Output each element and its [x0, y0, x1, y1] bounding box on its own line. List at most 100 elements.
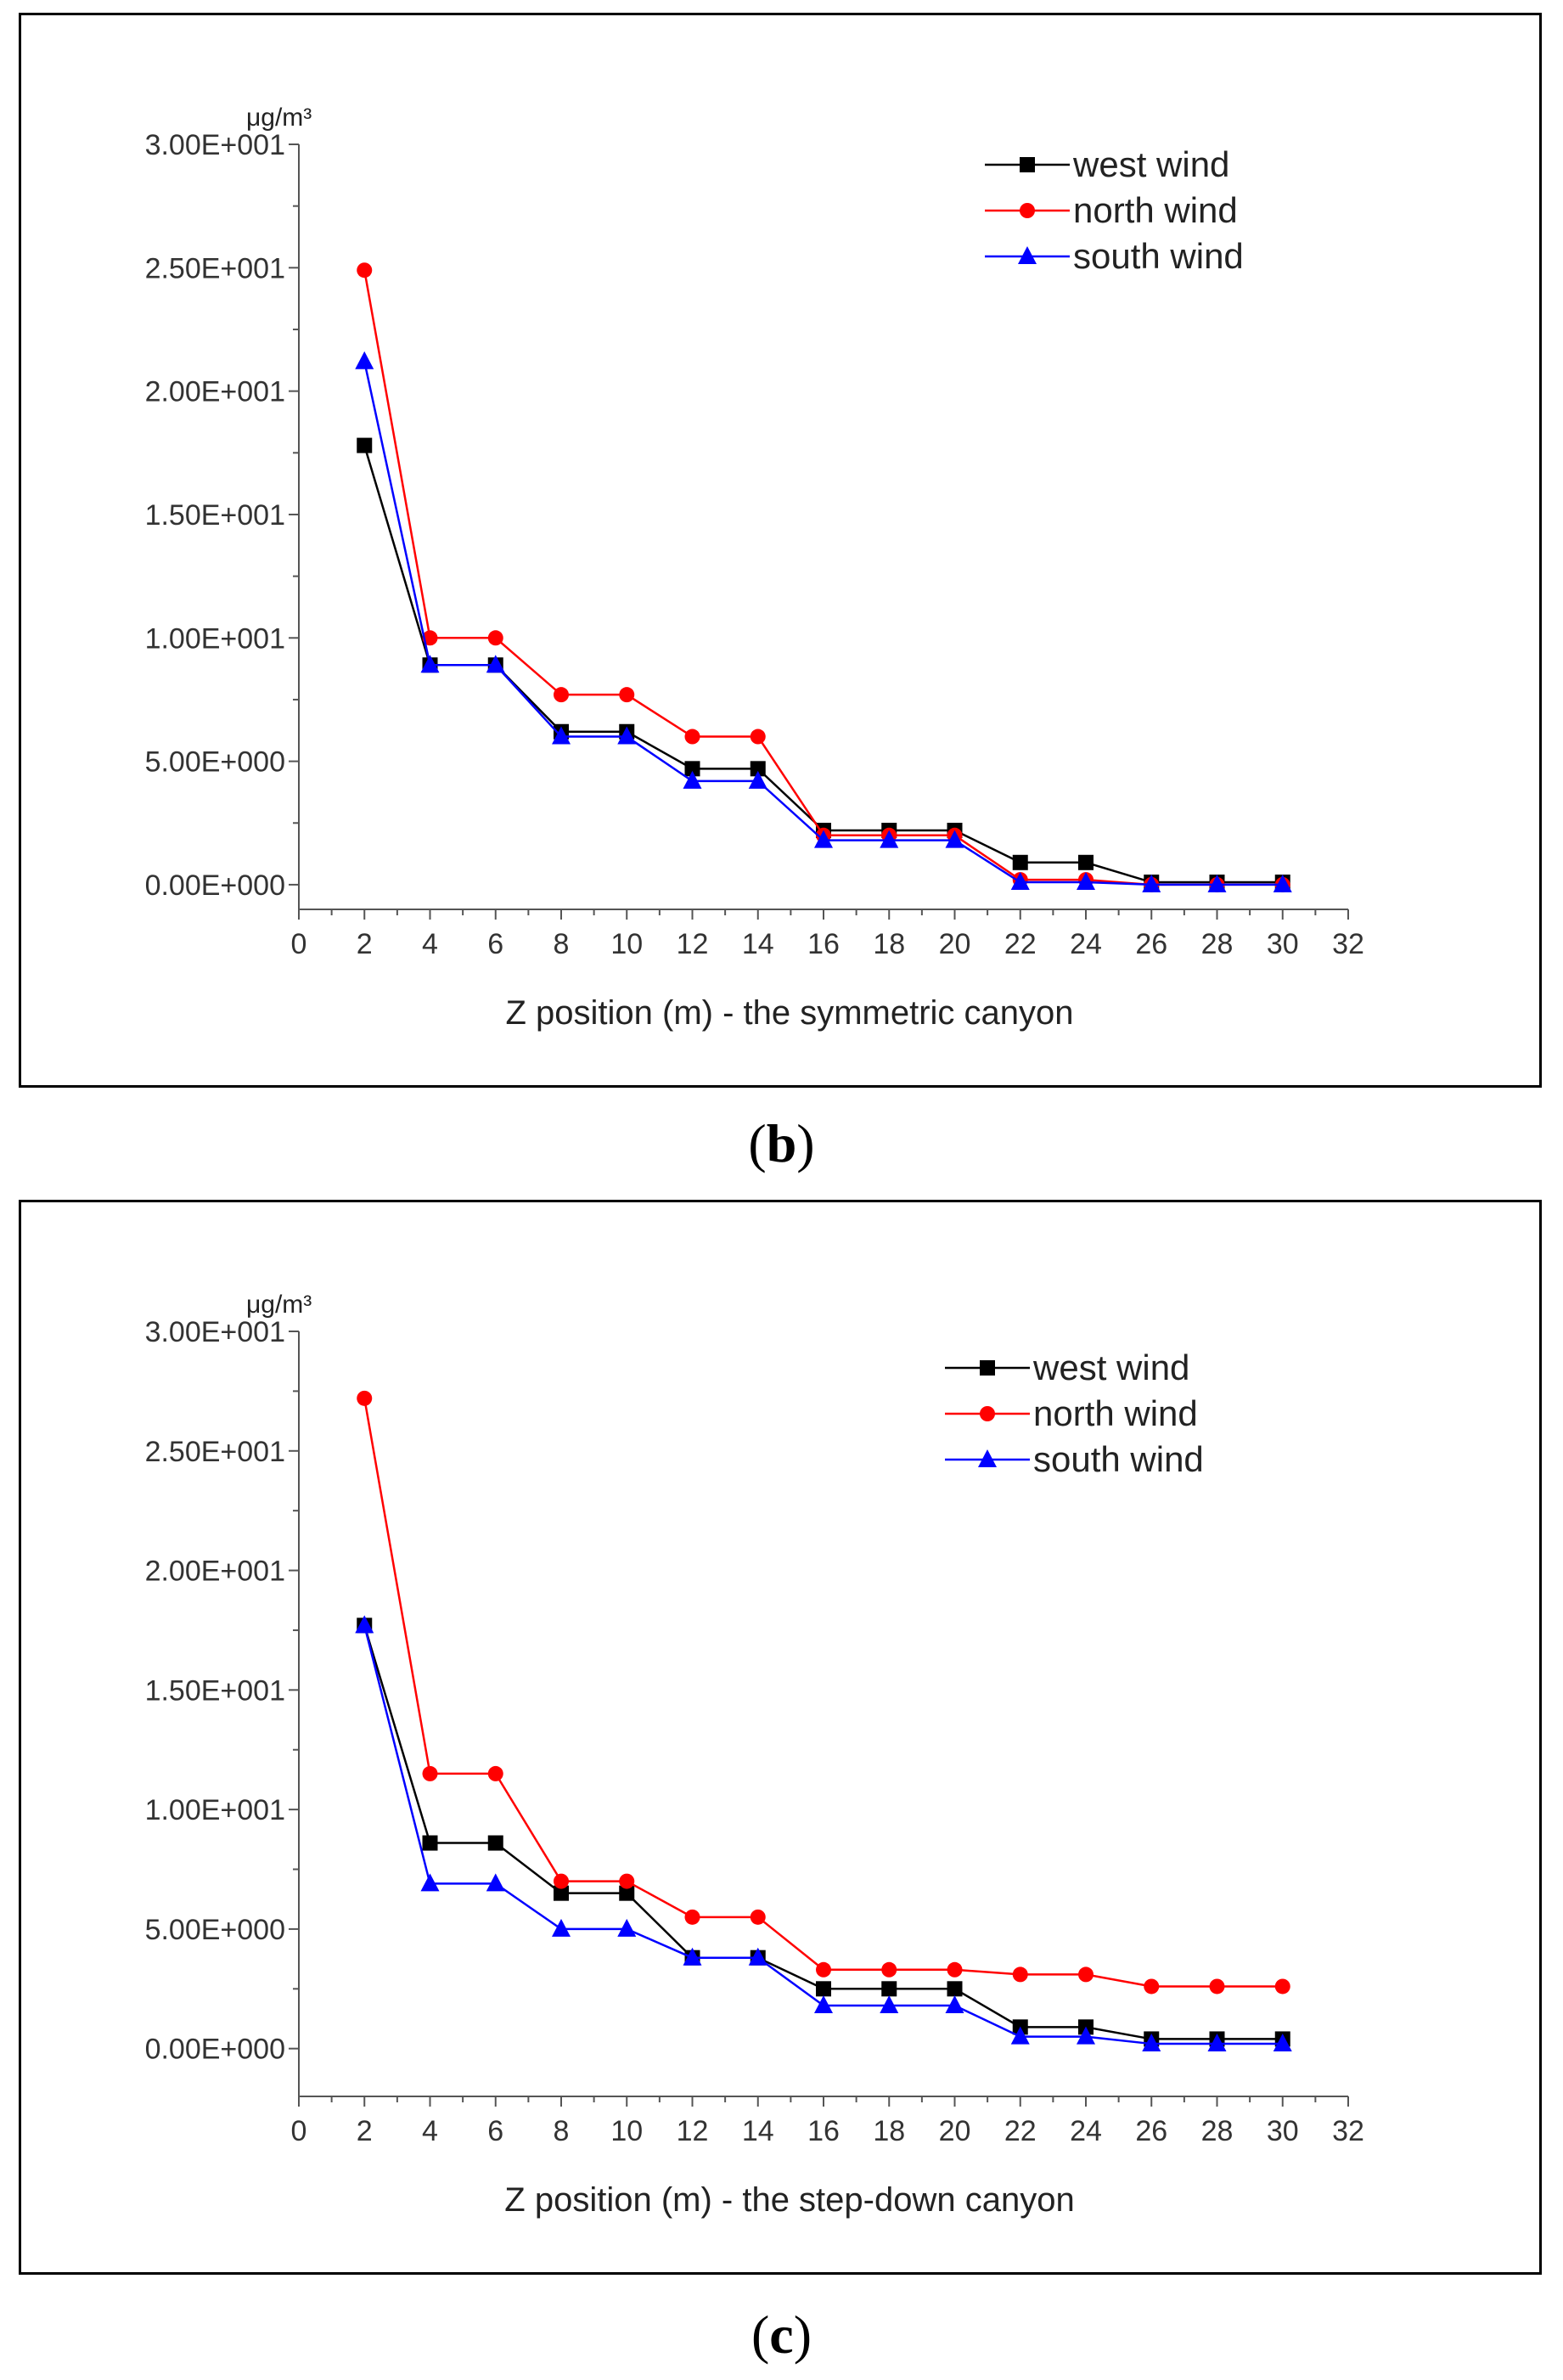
- chart-c-series-south-wind-point: [1207, 2034, 1227, 2052]
- chart-b-x-tick-label: 12: [677, 928, 709, 960]
- chart-b-series-west-wind-point: [750, 761, 766, 777]
- chart-c-x-tick-label: 18: [873, 2115, 905, 2147]
- chart-b-unit-label: μg/m³: [246, 104, 312, 132]
- chart-c-series-west-wind-point: [881, 1981, 897, 1997]
- chart-b-series-north-wind-point: [487, 630, 503, 646]
- chart-b-series-north-wind-point: [554, 687, 569, 703]
- caption-b-letter: b: [766, 1113, 797, 1173]
- chart-b-series-south-wind-point: [814, 830, 833, 848]
- chart-c-series-north-wind-point: [357, 1390, 373, 1406]
- chart-c-series-north-wind-line: [363, 1398, 1283, 1988]
- chart-b-series-south-wind-line: [363, 361, 1283, 886]
- chart-b-series-south-wind-point: [552, 726, 571, 745]
- chart-c-x-tick-label: 16: [807, 2115, 840, 2147]
- chart-b-legend-north-wind-marker: [1020, 203, 1035, 218]
- chart-c-x-tick-label: 28: [1201, 2115, 1234, 2147]
- chart-b-series-west-wind-point: [1012, 854, 1028, 870]
- chart-c-y-tick-label: 2.50E+001: [145, 1436, 285, 1468]
- chart-c-series-west-wind-point: [619, 1885, 635, 1901]
- chart-b-series-south-wind-point: [1010, 872, 1030, 891]
- chart-c-series-north-wind-point: [750, 1909, 766, 1925]
- chart-c-legend-west-wind-label: west wind: [1032, 1348, 1189, 1387]
- chart-c-legend-west-wind-marker: [980, 1360, 995, 1376]
- chart-c-x-tick-label: 8: [554, 2115, 570, 2147]
- chart-c-series-south-wind-point: [683, 1947, 702, 1966]
- chart-b-legend-south-wind-label: south wind: [1073, 236, 1244, 276]
- chart-b-x-tick-label: 4: [422, 928, 438, 960]
- chart-c-series-south-wind-point: [814, 1995, 833, 2014]
- chart-c-legend-north-wind-label: north wind: [1033, 1393, 1198, 1433]
- chart-c-x-axis-title: Z position (m) - the step-down canyon: [504, 2181, 1074, 2219]
- chart-b-x-tick-label: 0: [291, 928, 307, 960]
- chart-c-y-tick-label: 5.00E+000: [145, 1914, 285, 1946]
- chart-c-y-tick-label: 1.00E+001: [145, 1794, 285, 1826]
- chart-b-series-south-wind-point: [617, 726, 637, 745]
- chart-c-x-tick-label: 20: [939, 2115, 971, 2147]
- chart-b-series-south-wind-point: [1273, 874, 1292, 892]
- chart-b-x-tick-label: 6: [487, 928, 503, 960]
- chart-c-y-tick-label: 3.00E+001: [145, 1316, 285, 1348]
- chart-c-series-south-wind-point: [1273, 2034, 1292, 2052]
- chart-c-series-south-wind-line: [363, 1625, 1283, 2045]
- chart-b-series-south-wind-point: [486, 655, 505, 673]
- chart-b-x-tick-label: 18: [873, 928, 905, 960]
- chart-b-series-south-wind-point: [1077, 872, 1095, 891]
- chart-b-x-tick-label: 2: [357, 928, 373, 960]
- chart-c-x-tick-label: 6: [487, 2115, 503, 2147]
- chart-c-x-tick-label: 2: [357, 2115, 373, 2147]
- chart-b-x-tick-label: 32: [1332, 928, 1364, 960]
- chart-c-series-south-wind-point: [355, 1615, 374, 1634]
- chart-b-svg: 0.00E+000 5.00E+000 1.00E+001 1.50E+001 2.00…: [145, 104, 1364, 1032]
- chart-c-series-west-wind-point: [947, 1981, 963, 1997]
- chart-b-y-tick-label: 3.00E+001: [145, 129, 285, 161]
- chart-b-x-tick-label: 30: [1267, 928, 1299, 960]
- chart-b-legend-west-wind-label: west wind: [1072, 144, 1229, 184]
- chart-b-y-tick-label: 1.50E+001: [145, 499, 285, 532]
- chart-b-legend-south-wind-marker: [1018, 246, 1037, 264]
- chart-c-unit-label: μg/m³: [246, 1291, 312, 1319]
- chart-b-y-tick-label: 2.00E+001: [145, 376, 285, 408]
- chart-c-series-west-wind-point: [554, 1885, 569, 1901]
- chart-c-x-tick-label: 12: [677, 2115, 709, 2147]
- chart-b-series-north-wind-point: [684, 729, 700, 745]
- chart-b-series-south-wind-point: [1207, 874, 1227, 892]
- chart-panel-c: 0.00E+000 5.00E+000 1.00E+001 1.50E+001 2.00…: [19, 1200, 1542, 2275]
- chart-c-y-tick-label: 0.00E+000: [145, 2034, 285, 2066]
- chart-b-series-south-wind-point: [420, 655, 440, 673]
- chart-b-series-north-wind-line: [363, 270, 1283, 886]
- chart-c-series-west-wind-point: [487, 1835, 503, 1851]
- chart-c-series-south-wind-point: [880, 1995, 899, 2014]
- chart-c-svg: 0.00E+000 5.00E+000 1.00E+001 1.50E+001 2.00…: [145, 1291, 1364, 2219]
- chart-c-series-north-wind-point: [1144, 1978, 1160, 1995]
- chart-c-x-tick-label: 4: [422, 2115, 438, 2147]
- chart-b-x-tick-label: 20: [939, 928, 971, 960]
- chart-b-x-axis-title: Z position (m) - the symmetric canyon: [505, 994, 1073, 1032]
- chart-c-x-tick-label: 32: [1332, 2115, 1364, 2147]
- caption-c: (c): [751, 2304, 812, 2365]
- chart-c-legend-south-wind-marker: [978, 1449, 997, 1467]
- chart-b-series-south-wind-point: [945, 830, 964, 848]
- caption-b: (b): [748, 1113, 815, 1173]
- caption-c-letter: c: [769, 2304, 794, 2365]
- chart-b-series-north-wind-point: [422, 630, 438, 646]
- chart-c-series-north-wind-point: [1209, 1978, 1225, 1995]
- chart-c-legend-north-wind-marker: [980, 1406, 995, 1421]
- chart-b-y-tick-label: 5.00E+000: [145, 746, 285, 779]
- chart-b-series-south-wind-point: [683, 770, 702, 789]
- chart-c-y-tick-label: 1.50E+001: [145, 1674, 285, 1707]
- chart-c-series-north-wind-point: [619, 1873, 635, 1889]
- chart-b-series-west-wind-point: [357, 437, 373, 453]
- chart-c-series-south-wind-point: [1077, 2026, 1095, 2045]
- chart-b-x-tick-label: 16: [807, 928, 840, 960]
- chart-c-series-north-wind-point: [816, 1961, 831, 1978]
- chart-c-x-tick-label: 14: [742, 2115, 774, 2147]
- chart-b-series-west-wind-point: [1078, 854, 1094, 870]
- chart-b-series-south-wind-point: [1142, 874, 1161, 892]
- chart-b-series-south-wind-point: [880, 830, 899, 848]
- chart-c-series-north-wind-point: [554, 1873, 569, 1889]
- chart-b-series-south-wind-point: [748, 770, 767, 789]
- chart-c-series-north-wind-point: [487, 1765, 503, 1781]
- chart-b-y-tick-label: 0.00E+000: [145, 869, 285, 902]
- chart-c-series-south-wind-point: [1010, 2026, 1030, 2045]
- chart-b-series-north-wind-point: [619, 687, 635, 703]
